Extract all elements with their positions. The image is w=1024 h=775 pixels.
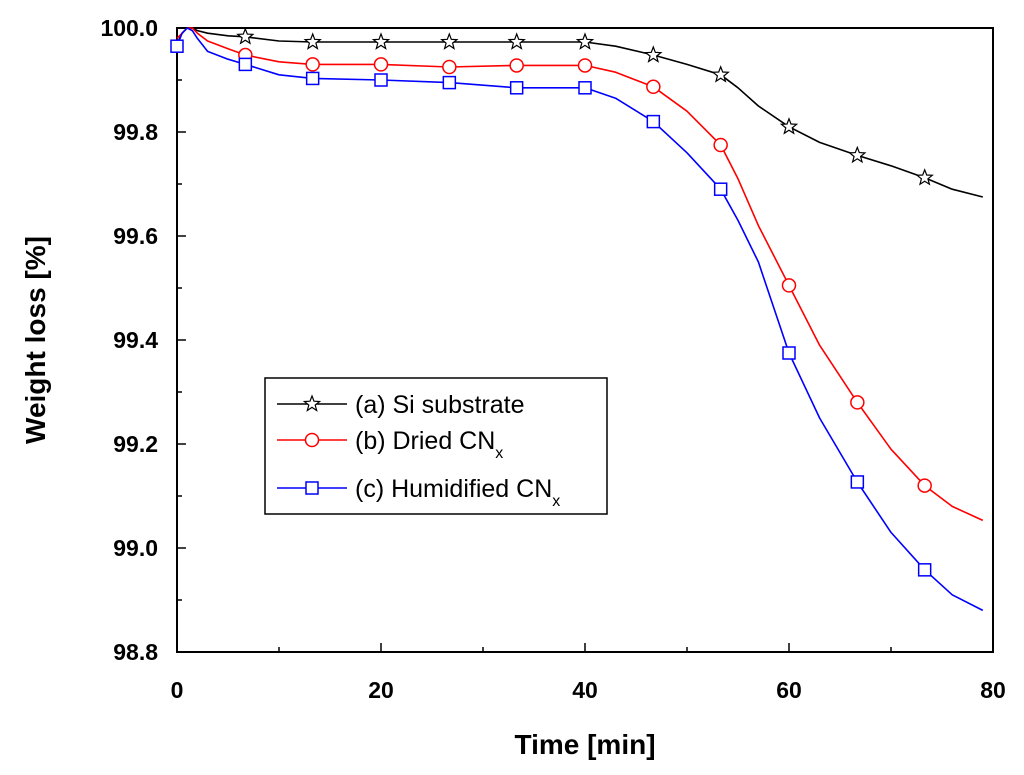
legend: (a) Si substrate (b) Dried CNx (c) Humid… [264,377,608,515]
marker-a [711,65,730,83]
legend-symbol-a [302,394,322,412]
marker-a [779,117,799,135]
y-tick-label: 98.8 [113,639,158,665]
marker-a [440,32,459,50]
marker-c [238,57,253,72]
marker-c [713,182,728,196]
legend-label-c: (c) Humidified CNx [355,475,560,510]
marker-a [236,27,255,45]
marker-a [303,32,322,50]
legend-marker-b [304,432,320,448]
marker-a [915,168,934,186]
marker-c [850,475,865,489]
y-tick-label: 100.0 [100,15,158,41]
y-tick-label: 99.8 [113,119,158,145]
series-markers [170,27,934,577]
marker-a [507,32,526,50]
marker-b [646,79,661,95]
marker-b [917,478,932,493]
marker-a [848,145,867,164]
plot-area [176,27,994,653]
legend-symbol-c [305,481,319,495]
legend-label-a: (a) Si substrate [355,391,525,419]
marker-b [305,57,320,72]
x-tick-label: 20 [368,677,394,703]
x-axis-title: Time [min] [514,729,655,760]
marker-c [305,71,320,86]
marker-c [509,81,524,95]
marker-c [782,346,796,360]
legend-marker-a [302,394,322,412]
legend-symbol-b [304,432,320,448]
marker-c [646,114,661,129]
legend-marker-c [305,481,319,495]
x-tick-label: 0 [171,677,184,703]
marker-b [781,278,797,293]
marker-c [578,81,592,95]
marker-a [371,32,391,50]
marker-c [917,563,932,577]
marker-c [374,73,388,87]
y-tick-label: 99.2 [113,431,158,457]
y-tick-label: 99.4 [113,327,158,353]
y-tick-label: 99.0 [113,535,158,561]
marker-b [373,57,389,72]
marker-b [509,58,524,73]
axis-ticks [176,27,994,653]
marker-c [170,39,184,53]
marker-b [442,59,457,75]
x-tick-label: 80 [980,677,1006,703]
x-tick-label: 40 [572,677,598,703]
y-tick-label: 99.6 [113,223,158,249]
marker-b [713,137,728,153]
x-tick-label: 60 [776,677,802,703]
y-axis-title: Weight loss [%] [20,236,51,444]
legend-label-b: (b) Dried CNx [355,427,503,462]
marker-a [575,32,595,50]
marker-b [577,58,593,73]
legend-box [264,377,608,515]
tick-labels: 0 20 40 60 80 98.8 99.0 99.2 99.4 99.6 99.8 100.0 [100,15,1005,703]
marker-a [644,45,663,63]
marker-b [850,395,865,410]
marker-c [442,75,457,90]
